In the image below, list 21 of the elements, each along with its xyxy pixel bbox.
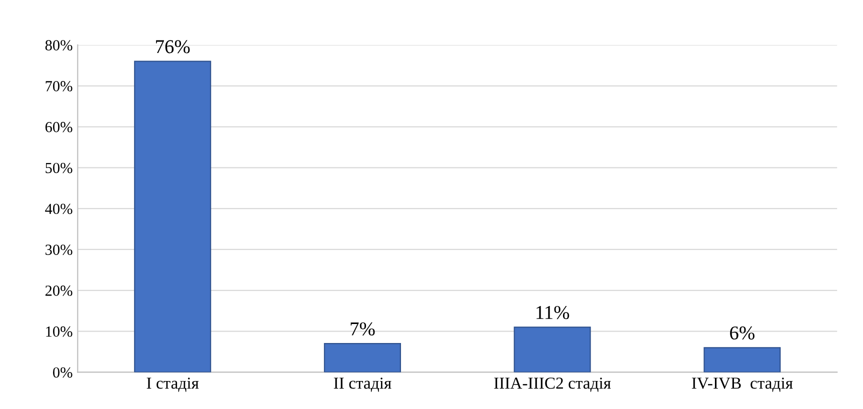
data-label: 76%: [156, 40, 190, 54]
y-tick-label: 10%: [46, 326, 72, 337]
data-label: 11%: [536, 306, 570, 320]
data-label: 7%: [350, 322, 375, 336]
y-tick-label: 30%: [46, 244, 72, 255]
data-label: 6%: [730, 326, 754, 340]
bar: [134, 60, 212, 372]
bar: [324, 343, 401, 372]
y-tick-label: 40%: [45, 204, 72, 214]
y-tick-label: 0%: [53, 367, 72, 378]
y-tick-label: 80%: [45, 40, 72, 50]
x-tick-label: I стадія: [146, 378, 199, 392]
bar: [514, 326, 591, 372]
x-tick-label: IV-IVB стадія: [692, 378, 793, 392]
y-tick-label: 60%: [45, 122, 72, 132]
y-tick-label: 70%: [46, 81, 72, 92]
bar: [704, 347, 781, 372]
x-tick-label: II стадія: [334, 378, 392, 392]
y-tick-label: 50%: [46, 162, 72, 174]
y-tick-label: 20%: [45, 286, 72, 296]
x-tick-label: IIIA-IIIC2 стадія: [494, 378, 611, 392]
